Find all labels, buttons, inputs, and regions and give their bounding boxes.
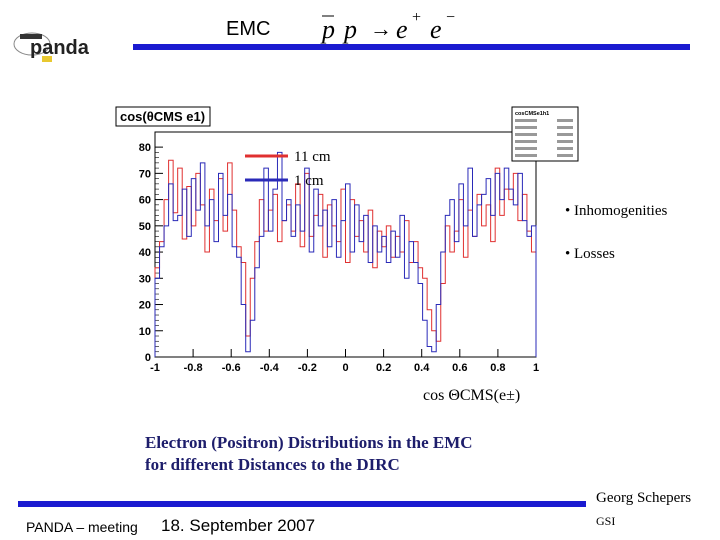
stats-value-glyph [557,133,573,136]
y-tick-label: 50 [139,221,151,233]
y-tick-label: 0 [145,352,151,364]
stats-label-glyph [515,140,537,143]
stats-label-glyph [515,119,537,122]
histogram-chart: 0 10 20 30 40 50 60 70 80 -1 -0.8 -0.6 -0.4 -0.2 0 0.2 0… [112,104,582,414]
title-box [115,106,211,127]
panda-logo: panda [13,32,90,62]
logo-text: panda [30,37,90,59]
x-tick-label: -0.8 [184,362,203,374]
y-tick-label: 60 [139,195,151,207]
x-tick-label: 1 [533,362,539,374]
x-tick-label: 0.6 [452,362,467,374]
reaction-antiproton: p [320,15,335,44]
logo-ring [13,32,51,56]
reaction-positron: e [396,15,408,44]
caption-line-2: for different Distances to the DIRC [145,455,400,474]
x-tick-label: -0.2 [298,362,317,374]
stats-value-glyph [557,147,573,150]
x-tick-label: -0.6 [222,362,241,374]
meeting-date: 18. September 2007 [161,516,316,535]
top-rule [133,44,690,50]
stats-label-glyph [515,147,537,150]
bullet-list: • Inhomogenities • Losses [565,203,667,289]
y-tick-label: 70 [139,168,151,180]
x-tick-label: 0.2 [376,362,391,374]
reaction-plus: + [412,9,421,26]
y-tick-label: 80 [139,142,151,154]
x-tick-label: 0.4 [414,362,430,374]
reaction-electron: e [430,15,442,44]
y-tick-label: 10 [139,326,151,338]
chart-title: cos(θCMS e1) [120,109,205,124]
institute-name: GSI [596,514,616,528]
page-title: EMC [226,18,271,40]
x-tick-label: 0.8 [490,362,505,374]
x-tick-label: -1 [150,362,160,374]
bullet-inhomogenities: • Inhomogenities [565,203,668,219]
logo-bar [20,34,42,39]
stats-value-glyph [557,126,573,129]
author-name: Georg Schepers [596,490,692,506]
legend-label: 11 cm [294,149,331,165]
reaction-formula: p p → e + e − [320,9,455,44]
y-tick-label: 30 [139,273,151,285]
stats-label-glyph [515,126,537,129]
meeting-label: PANDA – meeting [26,519,138,535]
reaction-proton: p [342,15,357,44]
y-tick-label: 40 [139,247,151,259]
x-tick-label: -0.4 [260,362,280,374]
stats-value-glyph [557,154,573,157]
stats-value-glyph [557,140,573,143]
series-line-blue [154,151,537,357]
stats-box-title: cosCMSe1h1 [515,111,549,117]
stats-label-glyph [515,133,537,136]
stats-label-glyph [515,154,537,157]
reaction-minus: − [446,9,455,26]
bullet-losses: • Losses [565,246,615,262]
x-tick-label: 0 [342,362,348,374]
legend-label: 1 cm [294,173,324,189]
figure-caption: Electron (Positron) Distributions in the… [145,432,473,476]
x-axis-label: cos ΘCMS(e±) [423,387,520,404]
caption-line-1: Electron (Positron) Distributions in the… [145,433,473,452]
bottom-rule [18,501,586,507]
reaction-arrow: → [370,16,392,41]
logo-accent [42,56,52,62]
y-tick-label: 20 [139,300,151,312]
stats-value-glyph [557,119,573,122]
